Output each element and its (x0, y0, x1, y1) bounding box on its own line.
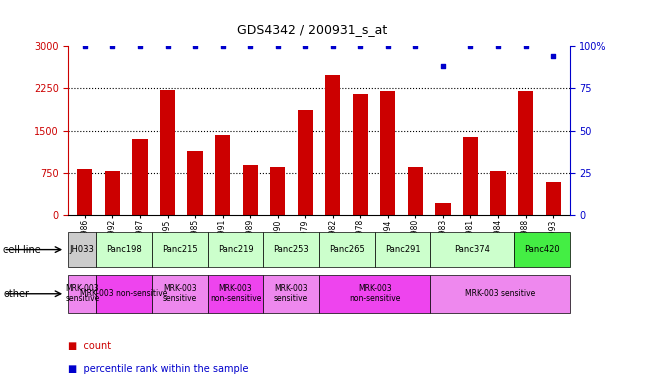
Text: Panc219: Panc219 (217, 245, 253, 254)
Point (79, 43, 90, 49)
Point (190, 43, 201, 49)
Point (300, 43, 311, 49)
Point (327, 43, 338, 49)
Text: Panc374: Panc374 (454, 245, 490, 254)
Bar (436, 203, 450, 215)
Point (135, 43, 145, 49)
Point (273, 43, 283, 49)
Bar (77, 169, 92, 215)
Point (493, 43, 503, 49)
Text: ■  percentile rank within the sample: ■ percentile rank within the sample (68, 364, 249, 374)
Point (355, 43, 365, 49)
Text: JH033: JH033 (70, 245, 94, 254)
Text: Panc291: Panc291 (385, 245, 421, 254)
Text: GDS4342 / 200931_s_at: GDS4342 / 200931_s_at (238, 23, 387, 36)
Point (465, 43, 476, 49)
Bar (353, 94, 368, 215)
Text: MRK-003
sensitive: MRK-003 sensitive (65, 284, 100, 303)
Text: MRK-003 non-sensitive: MRK-003 non-sensitive (80, 289, 168, 298)
Bar (546, 182, 561, 215)
Point (548, 53, 559, 59)
Point (410, 43, 421, 49)
Bar (326, 75, 340, 215)
Text: MRK-003
non-sensitive: MRK-003 non-sensitive (349, 284, 400, 303)
Text: MRK-003 sensitive: MRK-003 sensitive (465, 289, 535, 298)
Point (107, 43, 118, 49)
Point (520, 43, 531, 49)
Text: Panc253: Panc253 (273, 245, 309, 254)
Text: Panc420: Panc420 (524, 245, 560, 254)
Text: cell line: cell line (3, 245, 41, 255)
Point (245, 43, 255, 49)
Point (437, 63, 448, 70)
Bar (160, 90, 175, 215)
Bar (215, 135, 230, 215)
Bar (380, 91, 395, 215)
Text: MRK-003
sensitive: MRK-003 sensitive (163, 284, 197, 303)
Text: MRK-003
non-sensitive: MRK-003 non-sensitive (210, 284, 261, 303)
Bar (187, 151, 202, 215)
Point (217, 43, 228, 49)
Bar (298, 110, 312, 215)
Bar (243, 165, 258, 215)
Bar (270, 167, 285, 215)
Bar (463, 137, 478, 215)
Text: Panc198: Panc198 (106, 245, 142, 254)
Point (383, 43, 393, 49)
Bar (132, 139, 148, 215)
Bar (408, 167, 423, 215)
Text: Panc265: Panc265 (329, 245, 365, 254)
Text: other: other (3, 289, 29, 299)
Bar (518, 91, 533, 215)
Bar (105, 170, 120, 215)
Text: MRK-003
sensitive: MRK-003 sensitive (274, 284, 309, 303)
Text: ■  count: ■ count (68, 341, 111, 351)
Text: Panc215: Panc215 (162, 245, 197, 254)
Point (162, 43, 173, 49)
Bar (490, 170, 506, 215)
